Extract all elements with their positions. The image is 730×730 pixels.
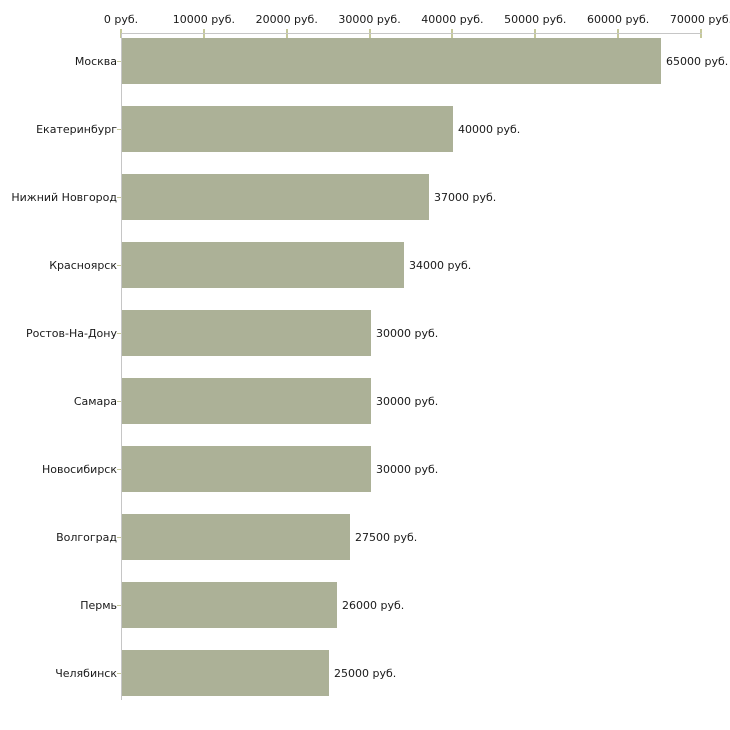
bar-row: Нижний Новгород 37000 руб.: [0, 174, 730, 220]
value-label: 37000 руб.: [434, 190, 497, 204]
category-tick: [117, 536, 121, 538]
category-tick: [117, 128, 121, 130]
value-label: 65000 руб.: [666, 54, 729, 68]
category-tick: [117, 332, 121, 334]
x-tick-label: 40000 руб.: [421, 13, 484, 26]
category-tick: [117, 264, 121, 266]
category-tick: [117, 468, 121, 470]
value-label: 30000 руб.: [376, 326, 439, 340]
bar: [122, 514, 350, 560]
category-tick: [117, 604, 121, 606]
bar: [122, 310, 371, 356]
value-label: 27500 руб.: [355, 530, 418, 544]
category-tick: [117, 60, 121, 62]
x-tick-label: 60000 руб.: [587, 13, 650, 26]
category-label: Новосибирск: [41, 462, 117, 476]
bar: [122, 378, 371, 424]
category-label: Москва: [74, 54, 117, 68]
category-label: Волгоград: [56, 530, 117, 544]
category-label: Челябинск: [55, 666, 117, 680]
category-tick: [117, 672, 121, 674]
x-axis-line: [121, 33, 702, 34]
bar-row: Самара 30000 руб.: [0, 378, 730, 424]
value-label: 26000 руб.: [342, 598, 405, 612]
value-label: 25000 руб.: [334, 666, 397, 680]
x-tick-label: 70000 руб.: [669, 13, 730, 26]
y-axis-line: [121, 33, 122, 700]
value-label: 30000 руб.: [376, 394, 439, 408]
x-axis-labels: 0 руб. 10000 руб. 20000 руб. 30000 руб. 4000…: [0, 13, 730, 27]
category-tick: [117, 196, 121, 198]
category-label: Пермь: [80, 598, 117, 612]
bar-row: Новосибирск 30000 руб.: [0, 446, 730, 492]
value-label: 30000 руб.: [376, 462, 439, 476]
category-label: Нижний Новгород: [11, 190, 117, 204]
value-label: 34000 руб.: [409, 258, 472, 272]
x-tick-label: 10000 руб.: [172, 13, 235, 26]
bar-row: Красноярск 34000 руб.: [0, 242, 730, 288]
bar: [122, 38, 661, 84]
bar: [122, 174, 429, 220]
bar-row: Пермь 26000 руб.: [0, 582, 730, 628]
x-tick-label: 20000 руб.: [255, 13, 318, 26]
bar-row: Ростов-На-Дону 30000 руб.: [0, 310, 730, 356]
bar: [122, 650, 329, 696]
category-tick: [117, 400, 121, 402]
category-label: Ростов-На-Дону: [25, 326, 117, 340]
bar: [122, 446, 371, 492]
x-tick-label: 0 руб.: [103, 13, 139, 26]
x-tick-label: 50000 руб.: [504, 13, 567, 26]
bar: [122, 106, 453, 152]
category-label: Красноярск: [49, 258, 117, 272]
x-tick-label: 30000 руб.: [338, 13, 401, 26]
bar-row: Екатеринбург 40000 руб.: [0, 106, 730, 152]
category-label: Самара: [73, 394, 117, 408]
bars-area: Москва 65000 руб. Екатеринбург 40000 руб…: [0, 38, 730, 718]
value-label: 40000 руб.: [458, 122, 521, 136]
bar-row: Челябинск 25000 руб.: [0, 650, 730, 696]
bar: [122, 582, 337, 628]
category-label: Екатеринбург: [36, 122, 117, 136]
bar-row: Москва 65000 руб.: [0, 38, 730, 84]
bar: [122, 242, 404, 288]
bar-row: Волгоград 27500 руб.: [0, 514, 730, 560]
